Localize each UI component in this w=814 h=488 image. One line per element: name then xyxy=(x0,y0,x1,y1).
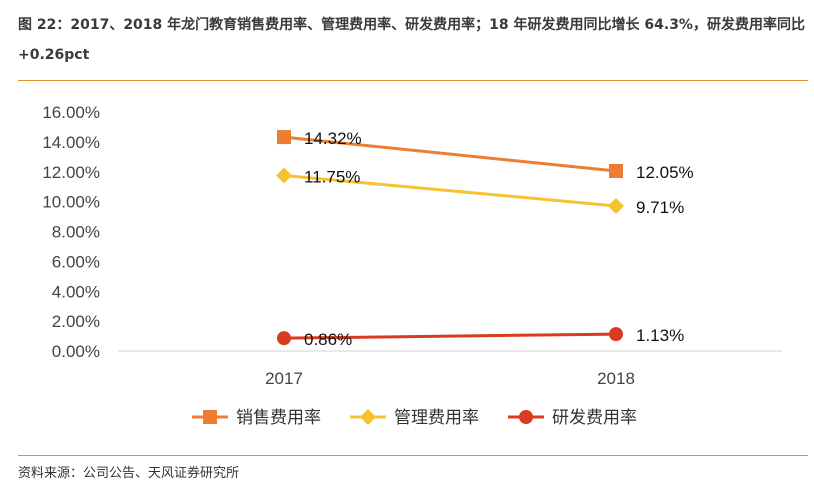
y-tick-label: 14.00% xyxy=(42,133,100,152)
data-label: 9.71% xyxy=(636,198,684,217)
x-tick-label: 2018 xyxy=(597,369,635,388)
y-tick-label: 4.00% xyxy=(52,282,100,301)
data-label: 11.75% xyxy=(304,167,360,186)
series-layer: 14.32% 12.05% 11.75% 9.71% 0.86% 1.13% xyxy=(276,129,694,349)
y-axis: 0.00% 2.00% 4.00% 6.00% 8.00% 10.00% 12.00% 14.… xyxy=(42,103,100,361)
data-point xyxy=(277,130,291,145)
series-line xyxy=(283,173,617,208)
source-note: 资料来源：公司公告、天风证券研究所 xyxy=(18,466,240,481)
data-label: 14.32% xyxy=(304,129,362,148)
data-point xyxy=(609,164,623,179)
series-line xyxy=(283,332,617,340)
y-tick-label: 10.00% xyxy=(42,193,100,212)
data-point xyxy=(608,197,624,214)
y-tick-label: 8.00% xyxy=(52,223,100,242)
series-group: 11.75% 9.71% xyxy=(276,167,684,217)
data-point xyxy=(277,331,291,346)
y-tick-label: 16.00% xyxy=(42,103,100,122)
figure-title: 图 22：2017、2018 年龙门教育销售费用率、管理费用率、研发费用率；18… xyxy=(18,17,805,63)
legend-label: 研发费用率 xyxy=(552,408,637,428)
x-axis: 2017 2018 xyxy=(118,350,782,388)
legend-label: 销售费用率 xyxy=(236,408,321,428)
series-group: 0.86% 1.13% xyxy=(277,326,684,349)
y-tick-label: 12.00% xyxy=(42,163,100,182)
line-chart: 0.00% 2.00% 4.00% 6.00% 8.00% 10.00% 12.00% 14.… xyxy=(42,103,782,428)
legend-label: 管理费用率 xyxy=(394,408,479,428)
legend-marker xyxy=(519,410,533,424)
data-label: 1.13% xyxy=(636,326,684,345)
data-label: 0.86% xyxy=(304,330,352,349)
legend-marker xyxy=(360,409,376,425)
x-tick-label: 2017 xyxy=(265,369,303,388)
y-tick-label: 2.00% xyxy=(52,312,100,331)
data-point xyxy=(276,167,292,184)
source-divider xyxy=(18,455,808,456)
data-label: 12.05% xyxy=(636,163,694,182)
legend: 销售费用率 管理费用率 研发费用率 xyxy=(192,408,637,428)
legend-marker xyxy=(203,410,217,424)
series-line xyxy=(283,135,617,173)
series-group: 14.32% 12.05% xyxy=(277,129,694,182)
data-point xyxy=(609,327,623,342)
y-tick-label: 0.00% xyxy=(52,342,100,361)
title-divider xyxy=(18,80,808,81)
y-tick-label: 6.00% xyxy=(52,252,100,271)
